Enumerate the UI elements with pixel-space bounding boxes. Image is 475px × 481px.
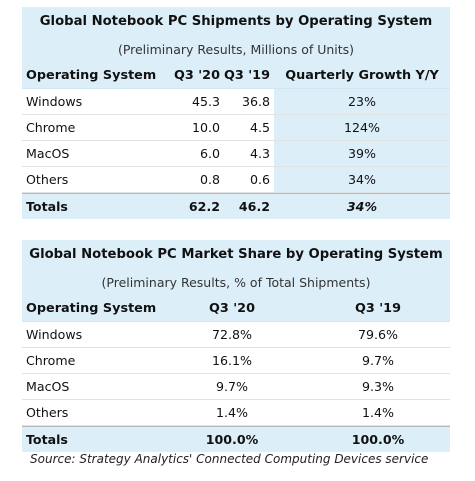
header-q3-19: Q3 '19 [355,301,401,316]
row-q3-20: 16.1% [211,353,252,368]
row-q3-19: 9.3% [362,379,394,394]
totals-q3-19: 100.0% [351,432,405,447]
shipments-table-title: Global Notebook PC Shipments by Operatin… [22,7,450,37]
row-q3-19: 4.3 [249,146,270,161]
shipments-header-row: Operating System Q3 '20 Q3 '19 Quarterly… [22,63,450,89]
market-share-table-title: Global Notebook PC Market Share by Opera… [22,240,450,270]
table-row: MacOS 6.0 4.3 39% [22,141,450,167]
row-q3-20: 1.4% [216,405,248,420]
row-growth: 124% [343,120,380,135]
header-growth: Quarterly Growth Y/Y [285,68,439,83]
row-os-name: Chrome [26,353,76,368]
row-q3-20: 45.3 [191,94,220,109]
totals-q3-20: 100.0% [205,432,259,447]
table-row: Windows 72.8% 79.6% [22,322,450,348]
row-q3-19: 0.6 [249,172,270,187]
row-q3-20: 10.0 [191,120,220,135]
row-q3-20: 6.0 [199,146,220,161]
totals-label: Totals [26,432,68,447]
table-row: Chrome 16.1% 9.7% [22,348,450,374]
header-operating-system: Operating System [26,68,157,83]
row-q3-19: 4.5 [249,120,270,135]
row-q3-20: 9.7% [216,379,248,394]
row-os-name: Others [26,405,69,420]
row-os-name: Others [26,172,69,187]
row-os-name: Windows [26,94,83,109]
market-share-totals-row: Totals 100.0% 100.0% [22,426,450,452]
totals-q3-19: 46.2 [238,199,270,214]
row-os-name: Chrome [26,120,76,135]
row-growth: 39% [348,146,376,161]
row-growth: 23% [348,94,376,109]
row-os-name: Windows [26,327,83,342]
header-q3-19: Q3 '19 [224,68,270,83]
row-q3-19: 9.7% [362,353,394,368]
shipments-totals-row: Totals 62.2 46.2 34% [22,193,450,219]
table-row: Chrome 10.0 4.5 124% [22,115,450,141]
table-row: Others 0.8 0.6 34% [22,167,450,193]
table-row: Others 1.4% 1.4% [22,400,450,426]
table-row: MacOS 9.7% 9.3% [22,374,450,400]
row-os-name: MacOS [26,146,70,161]
totals-q3-20: 62.2 [188,199,220,214]
totals-label: Totals [26,199,68,214]
row-q3-20: 0.8 [199,172,220,187]
market-share-header-row: Operating System Q3 '20 Q3 '19 [22,296,450,322]
source-note: Source: Strategy Analytics' Connected Co… [30,452,429,466]
row-q3-19: 36.8 [241,94,270,109]
row-q3-19: 1.4% [362,405,394,420]
header-q3-20: Q3 '20 [174,68,220,83]
table-row: Windows 45.3 36.8 23% [22,89,450,115]
shipments-table: Global Notebook PC Shipments by Operatin… [22,7,450,219]
row-os-name: MacOS [26,379,70,394]
totals-growth: 34% [346,199,378,214]
market-share-table-subtitle: (Preliminary Results, % of Total Shipmen… [22,270,450,296]
shipments-table-subtitle: (Preliminary Results, Millions of Units) [22,37,450,63]
header-operating-system: Operating System [26,301,157,316]
row-growth: 34% [348,172,376,187]
row-q3-20: 72.8% [211,327,252,342]
header-q3-20: Q3 '20 [209,301,255,316]
row-q3-19: 79.6% [357,327,398,342]
market-share-table: Global Notebook PC Market Share by Opera… [22,240,450,452]
